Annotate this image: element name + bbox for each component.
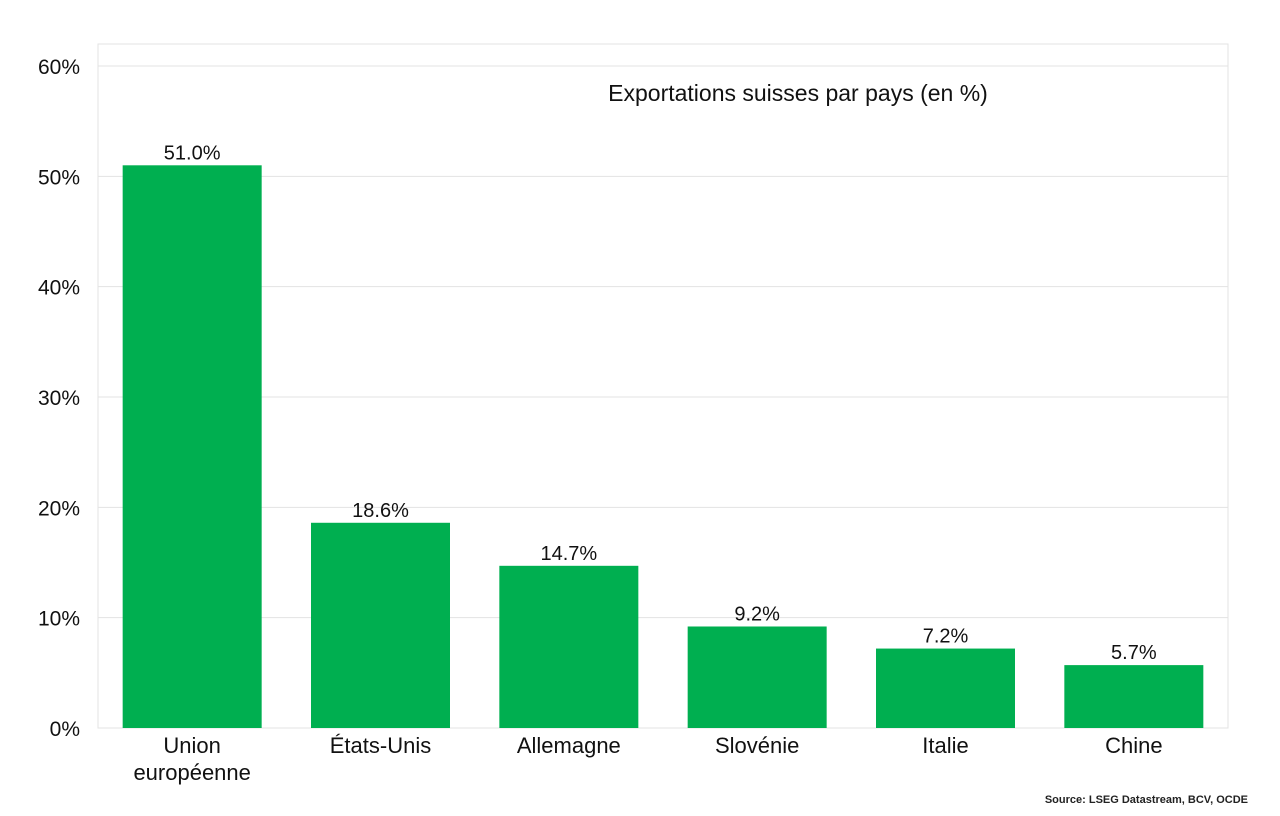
data-label: 51.0% <box>164 142 221 164</box>
x-category-label: Union européenne <box>133 733 250 785</box>
chart-title: Exportations suisses par pays (en %) <box>608 80 988 106</box>
bar-0 <box>122 165 262 729</box>
data-label: 5.7% <box>1111 642 1157 664</box>
x-category-label: Italie <box>922 733 968 758</box>
y-tick-label: 10% <box>38 608 80 631</box>
bar-4 <box>876 648 1015 728</box>
x-category-label: Chine <box>1105 733 1162 758</box>
x-category-label: Slovénie <box>715 733 799 758</box>
bar-2 <box>499 565 639 728</box>
y-tick-label: 40% <box>38 277 80 300</box>
y-tick-label: 0% <box>50 718 80 741</box>
source-note: Source: LSEG Datastream, BCV, OCDE <box>1044 794 1248 806</box>
x-category-label: États-Unis <box>330 733 431 758</box>
y-tick-label: 60% <box>38 56 80 79</box>
data-label: 18.6% <box>352 500 409 522</box>
data-label: 7.2% <box>923 626 969 648</box>
y-tick-label: 30% <box>38 387 80 410</box>
y-tick-label: 20% <box>38 497 80 520</box>
x-axis-category-labels: Union européenne États-Unis Allemagne Slovén… <box>133 733 1162 785</box>
y-axis-tick-labels: 0% 10% 20% 30% 40% 50% 60% <box>38 56 80 741</box>
bar-3 <box>687 626 827 728</box>
grid-lines <box>98 65 1228 729</box>
x-category-label: Allemagne <box>517 733 621 758</box>
data-label: 14.7% <box>540 543 597 565</box>
bars <box>122 165 1204 729</box>
plot-area <box>97 43 1229 729</box>
data-label: 9.2% <box>734 603 780 625</box>
data-labels: 51.0% 18.6% 14.7% 9.2% 7.2% 5.7% <box>164 142 1157 664</box>
y-tick-label: 50% <box>38 166 80 189</box>
bar-5 <box>1064 665 1204 728</box>
bar-1 <box>311 522 450 728</box>
